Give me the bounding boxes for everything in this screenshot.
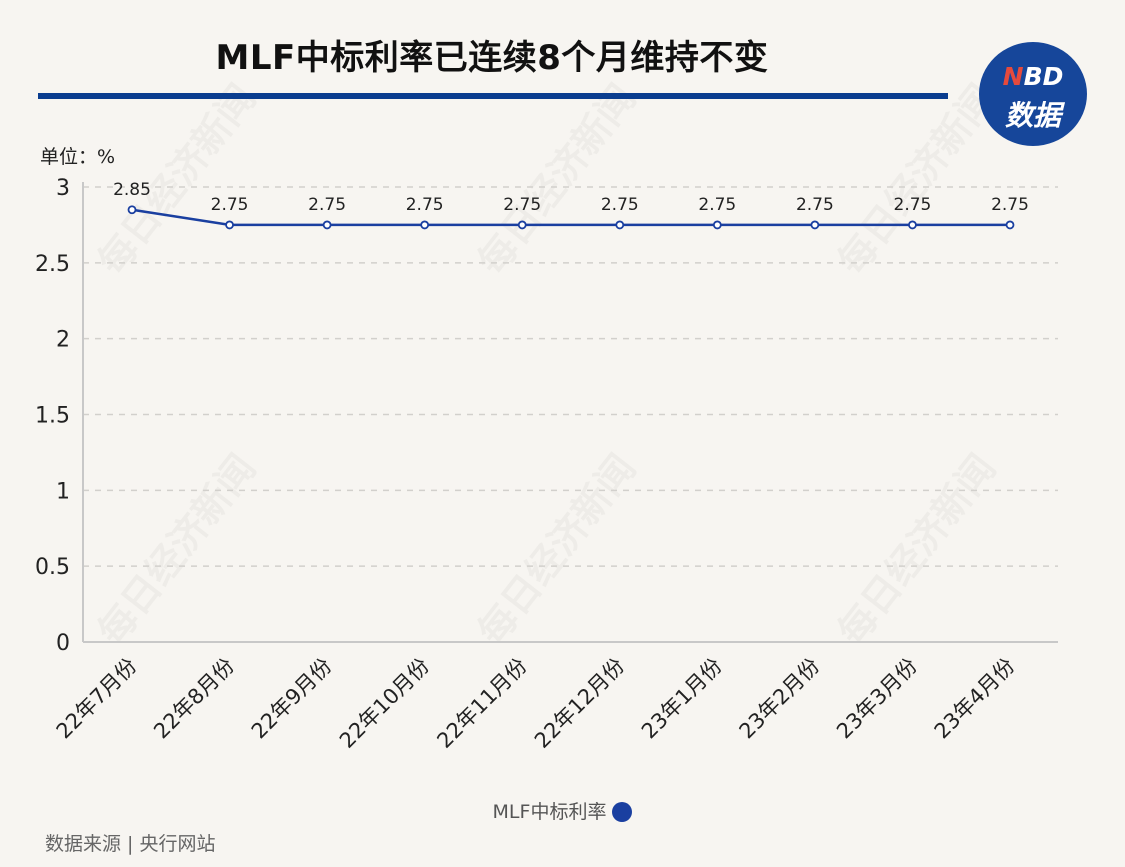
x-tick-label: 23年1月份 (637, 654, 727, 744)
y-tick-label: 2 (56, 328, 70, 353)
data-point (127, 205, 137, 215)
data-label: 2.75 (406, 195, 444, 215)
unit-label: 单位：% (40, 146, 116, 168)
y-tick-label: 0.5 (35, 555, 70, 580)
logo-n-letter: N (1002, 62, 1024, 91)
x-tick-label: 22年12月份 (530, 654, 629, 753)
legend: MLF中标利率 (0, 797, 1125, 824)
data-label: 2.75 (698, 195, 736, 215)
x-tick-label: 23年4月份 (930, 654, 1020, 744)
data-point (517, 220, 527, 230)
data-label: 2.75 (991, 195, 1029, 215)
y-tick-label: 2.5 (35, 252, 70, 277)
legend-label: MLF中标利率 (492, 801, 607, 823)
data-label: 2.85 (113, 180, 151, 200)
y-tick-label: 1.5 (35, 404, 70, 429)
x-tick-label: 22年10月份 (335, 654, 434, 753)
data-point (225, 220, 234, 230)
data-label: 2.75 (308, 195, 346, 215)
legend-swatch (612, 802, 633, 822)
data-label: 2.75 (796, 195, 834, 215)
y-tick-label: 1 (56, 479, 70, 504)
x-tick-label: 22年9月份 (247, 654, 337, 744)
logo-bd-letters: BD (1023, 62, 1064, 91)
data-point (1005, 220, 1015, 230)
data-point (322, 220, 332, 230)
nbd-logo: NBD 数据 (979, 42, 1087, 146)
data-point (810, 220, 820, 230)
data-label: 2.75 (601, 195, 639, 215)
data-point (712, 220, 722, 230)
x-tick-label: 23年2月份 (735, 654, 825, 744)
logo-data-text: 数据 (1004, 99, 1061, 132)
x-tick-label: 22年11月份 (432, 654, 531, 753)
data-label: 2.75 (894, 195, 932, 215)
source-note: 数据来源 | 央行网站 (45, 833, 216, 855)
data-label: 2.75 (503, 195, 541, 215)
data-point (908, 220, 917, 230)
x-tick-label: 22年8月份 (149, 654, 239, 744)
series-line (131, 208, 1010, 227)
y-tick-label: 0 (56, 631, 70, 656)
data-label: 2.75 (211, 195, 249, 215)
data-point (615, 220, 625, 230)
chart-title: MLF中标利率已连续8个月维持不变 (215, 38, 769, 78)
x-tick-label: 22年7月份 (52, 654, 142, 744)
y-tick-label: 3 (56, 176, 70, 201)
x-tick-label: 23年3月份 (832, 654, 922, 744)
title-underline (38, 93, 948, 99)
data-point (420, 220, 430, 230)
